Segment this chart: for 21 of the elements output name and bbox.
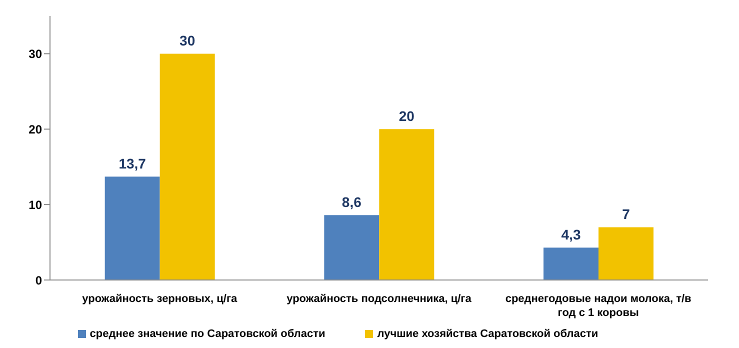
x-tick-label: урожайность зерновых, ц/га [82,293,238,305]
data-label: 7 [622,206,630,222]
y-tick-label: 30 [28,46,42,61]
legend-label: среднее значение по Саратовской области [90,328,326,340]
data-label: 4,3 [561,226,581,243]
y-tick-label: 0 [35,273,42,288]
x-tick-label: урожайность подсолнечника, ц/га [286,293,472,305]
data-label: 13,7 [118,156,146,172]
bar [104,176,160,280]
bar [160,54,215,280]
x-tick-label: среднегодовые надои молока, т/в год с 1 коровы [505,293,692,319]
y-tick-label: 20 [28,122,42,136]
data-label: 20 [398,108,415,124]
legend-label: лучшие хозяйства Саратовской области [377,328,598,340]
bar [379,129,434,280]
y-tick-label: 10 [28,198,42,212]
bar [324,215,380,280]
bar [598,227,654,280]
data-label: 8,6 [342,194,362,210]
data-label: 30 [180,32,196,49]
bar [544,248,598,280]
